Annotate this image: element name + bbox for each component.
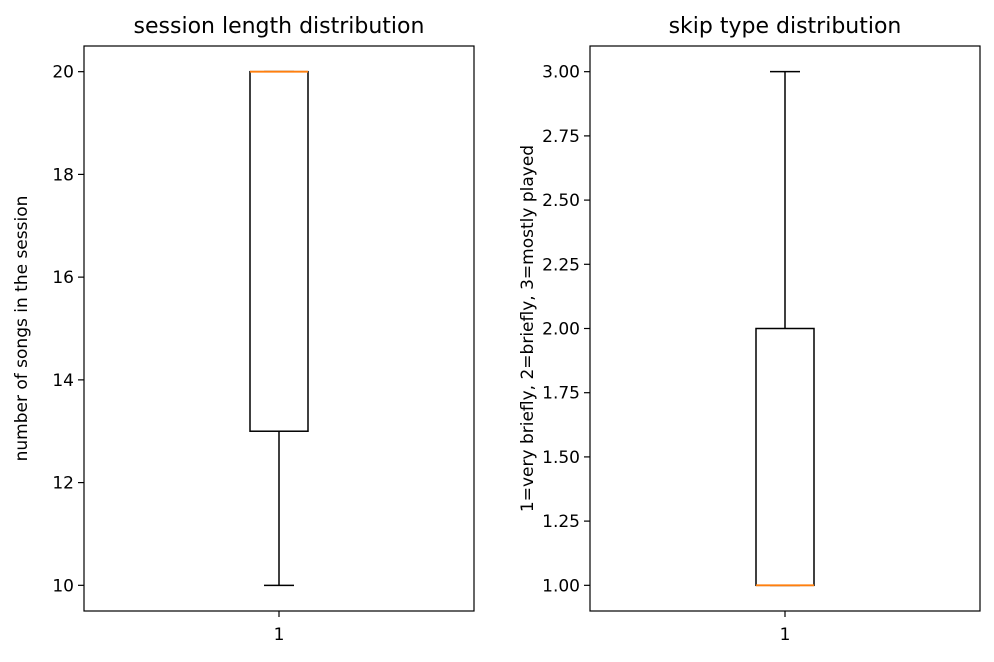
session-y-tick-label: 16 [52, 268, 74, 288]
skip-y-axis-label: 1=very briefly, 2=briefly, 3=mostly play… [518, 145, 538, 512]
skip-y-tick-label: 2.50 [542, 191, 580, 211]
skip-y-tick-label: 2.25 [542, 255, 580, 275]
session-x-tick-label: 1 [274, 625, 285, 645]
session-length-panel: session length distribution number of son… [12, 14, 475, 645]
session-y-tick-label: 12 [52, 474, 74, 494]
session-y-tick-label: 18 [52, 165, 74, 185]
skip-y-tick-label: 1.75 [542, 384, 580, 404]
session-box [249, 70, 309, 432]
skip-y-tick-label: 2.00 [542, 320, 580, 340]
skip-chart-title: skip type distribution [669, 14, 902, 39]
skip-x-tick-label: 1 [780, 625, 791, 645]
session-plot-frame [83, 45, 475, 612]
skip-y-tick-label: 1.25 [542, 512, 580, 532]
skip-plot-frame [589, 45, 981, 612]
skip-type-panel: skip type distribution 1=very briefly, 2=… [518, 14, 981, 645]
session-chart-title: session length distribution [134, 14, 425, 39]
session-y-tick-label: 20 [52, 63, 74, 83]
skip-y-tick-label: 3.00 [542, 63, 580, 83]
skip-box [755, 327, 815, 587]
skip-y-tick-label: 1.50 [542, 448, 580, 468]
skip-y-tick-label: 1.00 [542, 576, 580, 596]
skip-y-tick-label: 2.75 [542, 127, 580, 147]
session-y-tick-label: 14 [52, 371, 74, 391]
session-y-tick-label: 10 [52, 576, 74, 596]
session-y-axis-label: number of songs in the session [12, 196, 32, 462]
